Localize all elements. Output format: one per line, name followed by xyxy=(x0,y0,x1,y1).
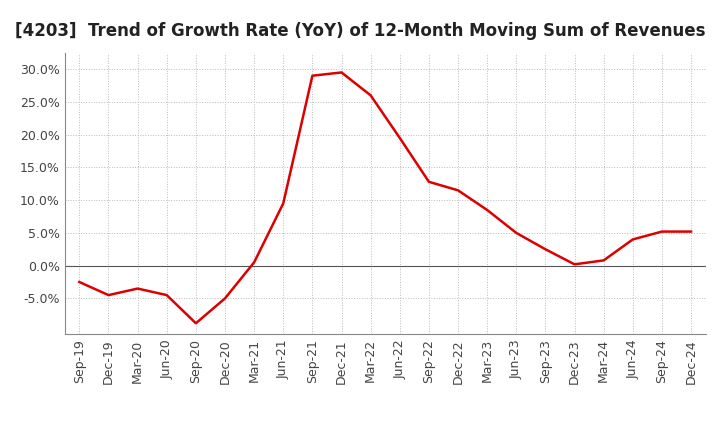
Text: [4203]  Trend of Growth Rate (YoY) of 12-Month Moving Sum of Revenues: [4203] Trend of Growth Rate (YoY) of 12-… xyxy=(14,22,706,40)
